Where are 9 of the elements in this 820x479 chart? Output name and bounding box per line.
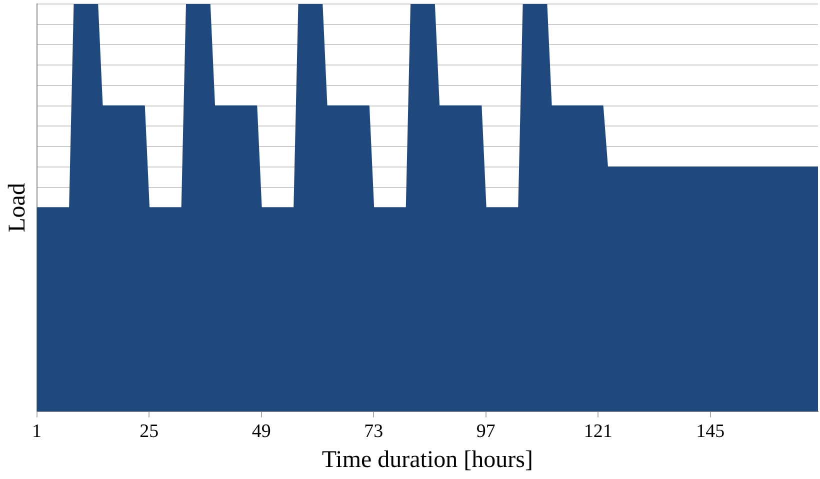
x-tick-label: 145 — [696, 420, 725, 442]
y-axis-title: Load — [4, 183, 31, 232]
x-tick-label: 1 — [32, 420, 42, 442]
x-tick-label: 25 — [140, 420, 159, 442]
x-tick-label: 49 — [252, 420, 271, 442]
x-axis-title: Time duration [hours] — [322, 446, 533, 473]
x-tick-label: 121 — [584, 420, 612, 442]
x-tick-label: 97 — [476, 420, 496, 442]
x-tick-label: 73 — [364, 420, 384, 442]
